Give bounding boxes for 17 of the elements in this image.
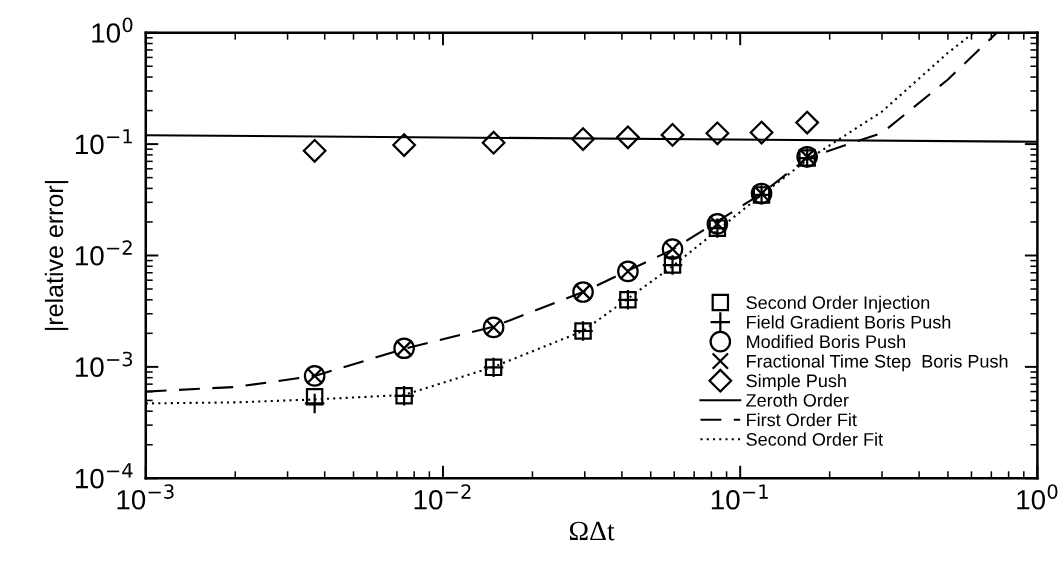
legend-label: Modified Boris Push <box>747 334 905 349</box>
x-tick-label: 10$^{−2}$ <box>414 484 471 510</box>
legend-label: First Order Fit <box>747 413 857 427</box>
legend-label: Second Order Injection <box>746 295 930 313</box>
y-tick-label: 10$^{−3}$ <box>75 351 133 378</box>
legend-label: Simple Push <box>746 373 846 391</box>
x-tick-label: 10$^{−1}$ <box>711 484 768 510</box>
y-tick-label: 10$^{−1}$ <box>75 129 132 155</box>
legend-label: Zeroth Order <box>746 393 849 407</box>
y-tick-label: 10$^{0}$ <box>92 17 133 43</box>
legend-label: Fractional Time Step Boris Push <box>747 354 1008 372</box>
y-tick-label: 10$^{−2}$ <box>75 240 132 266</box>
legend-label: Second Order Fit <box>746 432 883 446</box>
x-tick-label: 10$^{0}$ <box>1017 484 1058 510</box>
x-axis-title: ΩΔt <box>569 521 615 541</box>
legend-label: Field Gradient Boris Push <box>747 315 951 329</box>
y-axis-title: |relative error| <box>44 181 69 330</box>
